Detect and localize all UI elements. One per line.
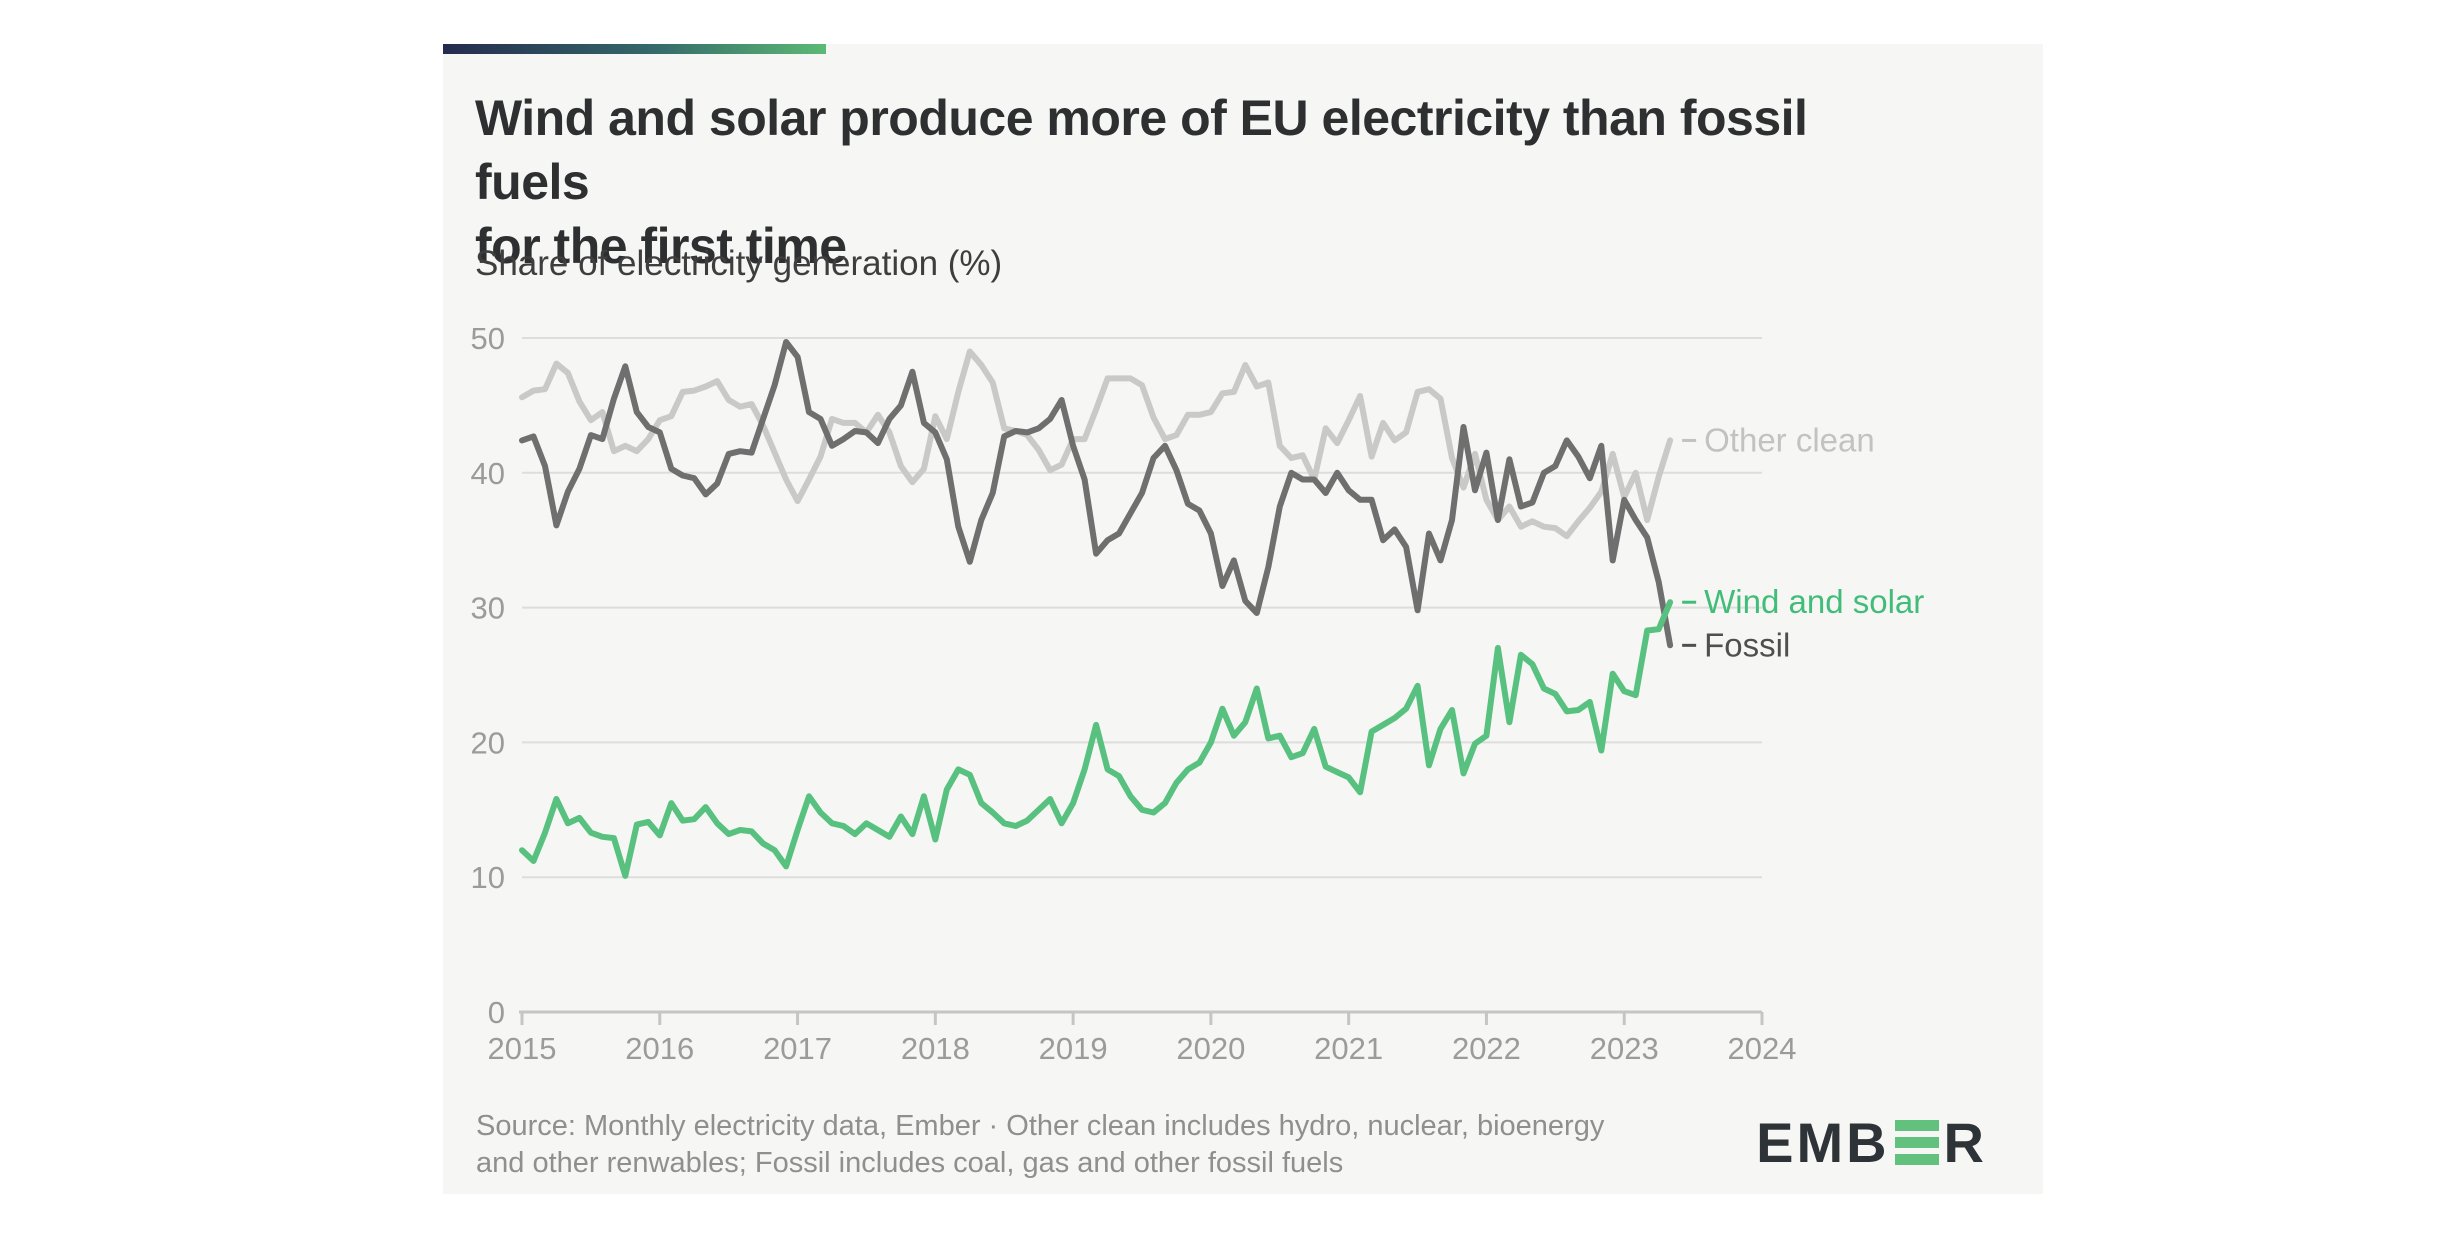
legend-label-wind-and-solar: Wind and solar	[1704, 583, 1924, 620]
legend-label-other-clean: Other clean	[1704, 421, 1875, 458]
series-line-fossil	[519, 339, 1674, 649]
x-tick-label: 2019	[1039, 1031, 1108, 1066]
y-tick-label: 0	[488, 995, 505, 1030]
x-tick-label: 2018	[901, 1031, 970, 1066]
source-line-1: Source: Monthly electricity data, Ember …	[476, 1110, 1605, 1142]
x-tick-label: 2021	[1314, 1031, 1383, 1066]
x-tick-label: 2023	[1590, 1031, 1659, 1066]
logo-text-right: R	[1943, 1111, 1987, 1174]
x-tick-label: 2017	[763, 1031, 832, 1066]
page-title: Wind and solar produce more of EU electr…	[475, 86, 1875, 278]
x-tick-label: 2020	[1176, 1031, 1245, 1066]
logo-bars-icon	[1894, 1120, 1939, 1165]
chart-subtitle: Share of electricity generation (%)	[475, 244, 1003, 283]
line-chart: 2015 2016 2017 2018 2019 2020 2021 2022 2023 2024…	[471, 321, 1925, 1066]
x-tick-label: 2022	[1452, 1031, 1521, 1066]
y-tick-label: 10	[471, 860, 505, 895]
source-line-2: and other renwables; Fossil includes coa…	[476, 1147, 1344, 1179]
x-tick-label: 2024	[1728, 1031, 1797, 1066]
source-note: Source: Monthly electricity data, Ember …	[476, 1108, 1604, 1182]
series-line-wind-and-solar	[519, 599, 1674, 879]
x-tick-label: 2016	[625, 1031, 694, 1066]
y-tick-label: 20	[471, 725, 505, 760]
accent-bar	[443, 44, 826, 54]
ember-logo: EMB R	[1756, 1110, 1987, 1175]
legend-label-fossil: Fossil	[1704, 626, 1790, 663]
logo-text-left: EMB	[1756, 1111, 1890, 1174]
title-line-1: Wind and solar produce more of EU electr…	[475, 90, 1808, 210]
x-tick-label: 2015	[488, 1031, 557, 1066]
y-tick-label: 50	[471, 321, 505, 356]
chart-card: Wind and solar produce more of EU electr…	[443, 44, 2043, 1194]
y-tick-label: 40	[471, 456, 505, 491]
title-line-2: for the first time	[475, 218, 847, 274]
y-tick-label: 30	[471, 591, 505, 626]
